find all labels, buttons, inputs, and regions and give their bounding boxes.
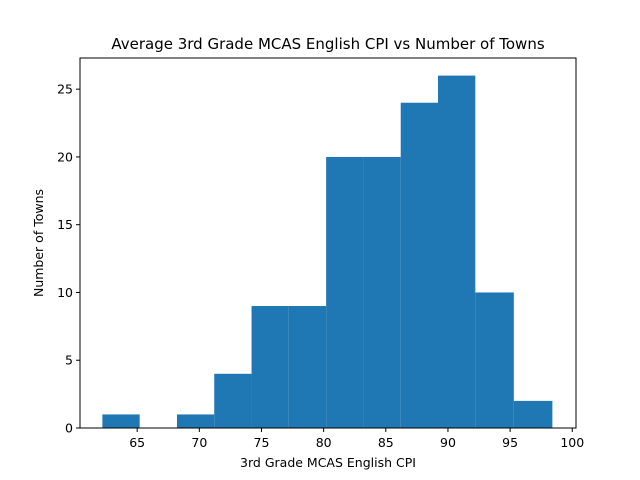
y-tick-label-5: 25	[57, 82, 73, 97]
x-tick-label-2: 75	[254, 435, 270, 450]
y-tick-label-4: 20	[57, 149, 73, 164]
histogram-bar-5	[326, 156, 364, 428]
x-tick-label-7: 100	[560, 435, 584, 450]
x-tick-label-5: 90	[440, 435, 456, 450]
histogram-bar-6	[363, 156, 401, 428]
x-tick-label-0: 65	[129, 435, 145, 450]
histogram-bar-7	[400, 102, 439, 428]
x-axis-label: 3rd Grade MCAS English CPI	[240, 455, 416, 470]
chart-title: Average 3rd Grade MCAS English CPI vs Nu…	[111, 35, 544, 53]
y-tick-label-0: 0	[65, 421, 73, 436]
x-tick-label-6: 95	[502, 435, 518, 450]
plot-frame	[79, 57, 577, 429]
histogram-bar-10	[513, 400, 553, 428]
histogram-bar-0	[102, 414, 140, 428]
histogram-bar-3	[251, 306, 289, 428]
x-tick-label-4: 85	[378, 435, 394, 450]
histogram-bar-4	[288, 306, 327, 428]
histogram-bar-9	[475, 292, 514, 428]
histogram-bar-2	[214, 373, 252, 428]
y-tick-label-1: 5	[65, 353, 73, 368]
y-tick-label-3: 15	[57, 217, 73, 232]
x-tick-label-3: 80	[316, 435, 332, 450]
y-axis-label: Number of Towns	[31, 189, 46, 297]
histogram-bar-8	[438, 75, 476, 428]
bars-group	[102, 75, 553, 428]
x-tick-label-1: 70	[191, 435, 207, 450]
y-tick-label-2: 10	[57, 285, 73, 300]
histogram-bar-1	[176, 414, 215, 428]
y-axis-ticks: 0 5 10 15 20 25	[57, 82, 80, 436]
x-axis-ticks: 65 70 75 80 85 90 95 100	[129, 428, 584, 450]
